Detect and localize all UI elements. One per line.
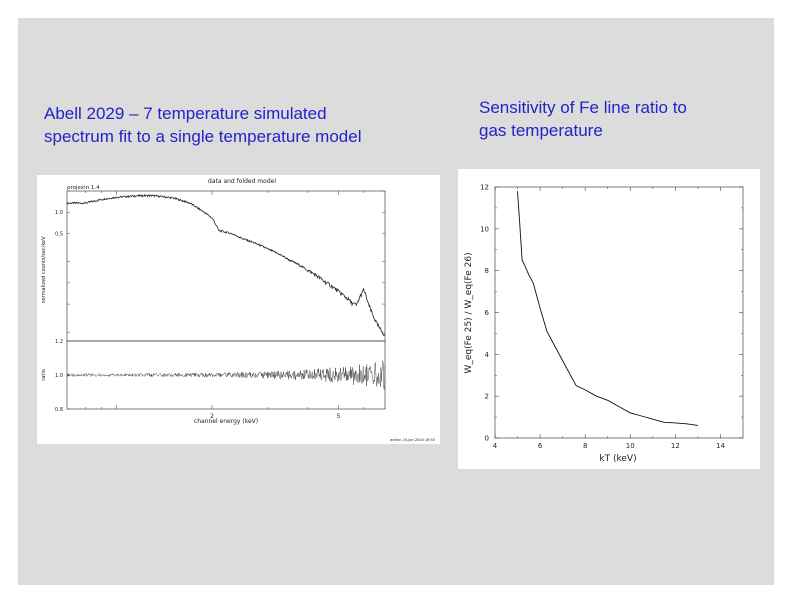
fe-ytick-label: 0 [485, 435, 489, 443]
fe-ratio-series-line [517, 191, 698, 426]
spectrum-chart-panel: data and folded model projexin 1.4 0.5 1.… [37, 175, 440, 444]
left-caption-line2: spectrum fit to a single temperature mod… [44, 127, 362, 146]
fe-xtick-label: 4 [493, 442, 498, 450]
spectrum-top-ylabel: normalized counts/sec/keV [41, 236, 47, 304]
fe-xtick-label: 12 [671, 442, 680, 450]
spectrum-xlabel: channel energy (keV) [194, 418, 258, 425]
fe-xtick-label: 6 [538, 442, 543, 450]
ratio-ytick-label: 1.0 [55, 373, 63, 379]
spectrum-title: data and folded model [208, 178, 276, 185]
ratio-ytick-label: 1.2 [55, 339, 63, 345]
right-caption-line1: Sensitivity of Fe line ratio to [479, 98, 687, 117]
spectrum-ytick-label: 1.0 [55, 210, 63, 216]
fe-ratio-chart-panel: 0 2 4 6 8 10 12 4 6 8 10 12 14 W_eq(Fe 25) / W_eq(Fe… [458, 169, 760, 469]
spectrum-xtick-label: 2 [210, 413, 214, 420]
spectrum-xtick-label: 5 [337, 413, 341, 420]
fe-ytick-label: 4 [485, 351, 490, 359]
fe-ratio-ylabel: W_eq(Fe 25) / W_eq(Fe 26) [464, 252, 474, 373]
spectrum-series-line [66, 193, 386, 337]
left-caption-line1: Abell 2029 – 7 temperature simulated [44, 104, 327, 123]
fe-ytick-label: 8 [485, 267, 489, 275]
fe-ytick-label: 6 [485, 309, 490, 317]
spectrum-ytick-label: 0.5 [55, 231, 63, 237]
spectrum-chart: data and folded model projexin 1.4 0.5 1.… [41, 178, 435, 442]
right-caption-line2: gas temperature [479, 121, 603, 140]
fe-xtick-label: 8 [583, 442, 587, 450]
fe-ytick-label: 2 [485, 393, 489, 401]
ratio-ytick-label: 0.8 [55, 407, 63, 413]
fe-ratio-chart: 0 2 4 6 8 10 12 4 6 8 10 12 14 W_eq(Fe 25) / W_eq(Fe… [464, 184, 744, 464]
fe-ratio-xlabel: kT (keV) [599, 454, 636, 464]
fe-ytick-label: 10 [480, 225, 489, 233]
slide-background: Abell 2029 – 7 temperature simulated spe… [18, 18, 774, 585]
fe-ytick-label: 12 [480, 184, 489, 192]
spectrum-footer: adrian 20-Jan 2004 16:50 [390, 438, 435, 442]
fe-xtick-label: 14 [716, 442, 725, 450]
spectrum-ratio-line [66, 360, 386, 391]
spectrum-top-left-label: projexin 1.4 [67, 185, 100, 191]
right-caption: Sensitivity of Fe line ratio to gas temp… [479, 96, 687, 142]
fe-ratio-frame [494, 186, 744, 439]
left-caption: Abell 2029 – 7 temperature simulated spe… [44, 102, 361, 148]
spectrum-top-frame [66, 190, 386, 342]
spectrum-ratio-ylabel: ratio [41, 369, 47, 381]
fe-xtick-label: 10 [626, 442, 635, 450]
